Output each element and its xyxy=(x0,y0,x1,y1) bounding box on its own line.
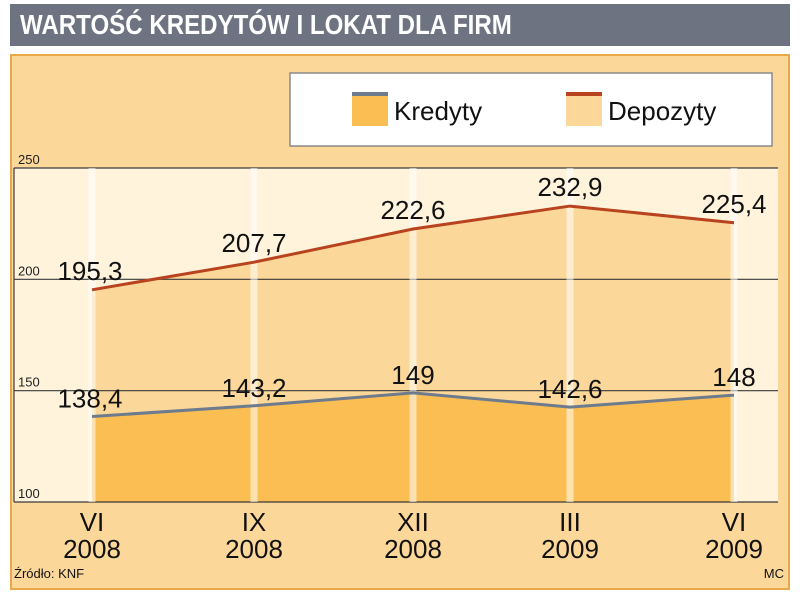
legend-line-depozyty xyxy=(566,92,602,96)
source-note: Źródło: KNF xyxy=(14,566,84,581)
y-tick-label-3: 250 xyxy=(18,152,40,167)
chart-title: WARTOŚĆ KREDYTÓW I LOKAT DLA FIRM xyxy=(20,9,512,40)
x-tick-label-3: III xyxy=(559,507,581,537)
data-label-kredyty-3: 142,6 xyxy=(537,374,602,404)
data-label-kredyty-4: 148 xyxy=(712,362,755,392)
x-tick-label-0: VI xyxy=(80,507,105,537)
legend-swatch-kredyty xyxy=(352,96,388,126)
legend-swatch-depozyty xyxy=(566,96,602,126)
author-credit: MC xyxy=(764,566,784,581)
y-tick-label-0: 100 xyxy=(18,486,40,501)
y-tick-label-1: 150 xyxy=(18,375,40,390)
data-label-kredyty-1: 143,2 xyxy=(221,373,286,403)
x-tick-year-2: 2008 xyxy=(384,534,442,564)
x-tick-label-1: IX xyxy=(242,507,267,537)
x-tick-year-4: 2009 xyxy=(705,534,763,564)
data-label-depozyty-0: 195,3 xyxy=(57,256,122,286)
data-label-depozyty-4: 225,4 xyxy=(701,189,766,219)
data-label-depozyty-1: 207,7 xyxy=(221,228,286,258)
series-line-kredyty xyxy=(91,391,735,418)
x-tick-label-4: VI xyxy=(722,507,747,537)
x-tick-year-3: 2009 xyxy=(541,534,599,564)
legend-label-depozyty: Depozyty xyxy=(608,96,716,126)
data-label-depozyty-3: 232,9 xyxy=(537,172,602,202)
x-tick-year-0: 2008 xyxy=(63,534,121,564)
legend-label-kredyty: Kredyty xyxy=(394,96,482,126)
data-label-kredyty-2: 149 xyxy=(391,360,434,390)
legend: Kredyty Depozyty xyxy=(289,72,773,147)
data-label-depozyty-2: 222,6 xyxy=(380,195,445,225)
x-tick-label-2: XII xyxy=(397,507,429,537)
data-label-kredyty-0: 138,4 xyxy=(57,383,122,413)
x-tick-year-1: 2008 xyxy=(225,534,283,564)
chart-title-bar: WARTOŚĆ KREDYTÓW I LOKAT DLA FIRM xyxy=(10,4,790,46)
y-tick-label-2: 200 xyxy=(18,263,40,278)
legend-line-kredyty xyxy=(352,92,388,96)
series-line-depozyty xyxy=(91,204,735,292)
